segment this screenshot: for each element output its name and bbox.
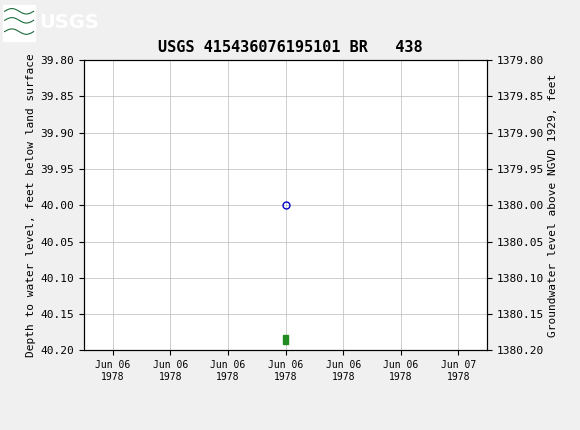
Bar (284, 335, 288, 344)
Text: USGS 415436076195101 BR   438: USGS 415436076195101 BR 438 (158, 40, 422, 55)
Y-axis label: Groundwater level above NGVD 1929, feet: Groundwater level above NGVD 1929, feet (548, 74, 559, 337)
Bar (3, 4, 35, 41)
Y-axis label: Depth to water level, feet below land surface: Depth to water level, feet below land su… (27, 53, 37, 357)
Text: USGS: USGS (39, 13, 99, 32)
